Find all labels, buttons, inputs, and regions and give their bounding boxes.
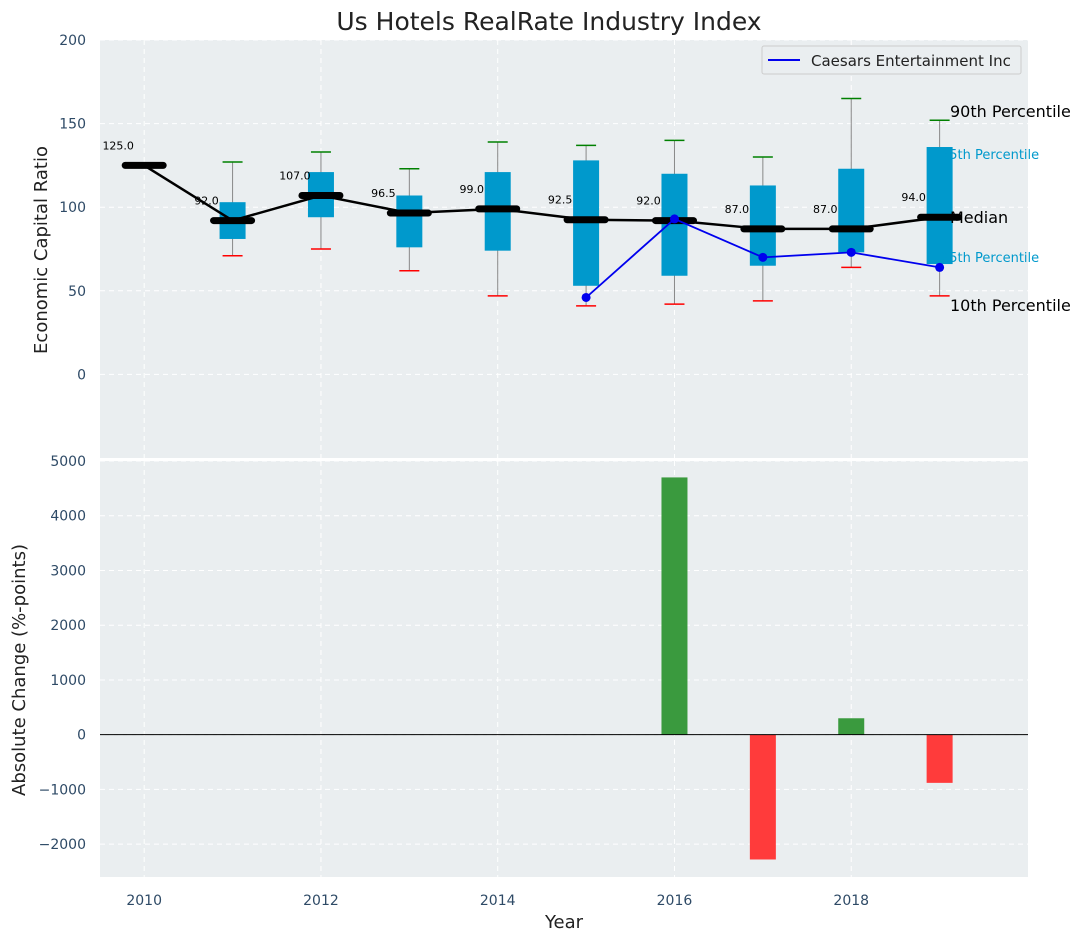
median-value-label: 96.5 bbox=[371, 187, 396, 200]
caesars-point bbox=[846, 247, 856, 257]
bottom-y-axis-label: Absolute Change (%-points) bbox=[9, 544, 30, 796]
x-axis-label: Year bbox=[544, 912, 584, 933]
median-value-label: 94.0 bbox=[901, 191, 926, 204]
bottom-y-tick-label: 4000 bbox=[50, 509, 86, 525]
bottom-y-tick-label: 2000 bbox=[50, 618, 86, 634]
percentile-labels: 90th Percentile 75th Percentile Median 2… bbox=[941, 102, 1071, 315]
p25-label: 25th Percentile bbox=[941, 251, 1039, 266]
caesars-point bbox=[581, 292, 591, 302]
p90-label: 90th Percentile bbox=[950, 102, 1071, 121]
top-y-tick-labels: 0 50 100 150 200 bbox=[59, 33, 86, 383]
x-tick-label: 2014 bbox=[480, 893, 516, 909]
bottom-y-tick-label: 1000 bbox=[50, 673, 86, 689]
top-y-axis-label: Economic Capital Ratio bbox=[31, 146, 52, 354]
legend-label-caesars: Caesars Entertainment Inc bbox=[811, 52, 1011, 70]
bottom-y-tick-label: −2000 bbox=[39, 837, 86, 853]
bottom-y-tick-label: 3000 bbox=[50, 563, 86, 579]
p75-label: 75th Percentile bbox=[941, 148, 1039, 163]
bar-positive bbox=[661, 477, 688, 735]
median-value-label: 87.0 bbox=[813, 203, 838, 216]
median-value-label: 99.0 bbox=[459, 183, 484, 196]
median-marks bbox=[121, 161, 963, 233]
box-iqr bbox=[926, 147, 953, 265]
caesars-point bbox=[669, 214, 679, 224]
top-y-tick-label: 50 bbox=[68, 284, 86, 300]
top-y-tick-label: 150 bbox=[59, 117, 86, 133]
top-y-tick-label: 200 bbox=[59, 33, 86, 49]
bottom-y-tick-label: 5000 bbox=[50, 454, 86, 470]
legend: Caesars Entertainment Inc bbox=[761, 45, 1022, 75]
company-series bbox=[581, 214, 945, 302]
median-value-label: 125.0 bbox=[102, 139, 134, 152]
top-y-tick-label: 0 bbox=[77, 367, 86, 383]
x-tick-label: 2010 bbox=[126, 893, 162, 909]
bottom-panel-background bbox=[100, 461, 1028, 877]
legend-box bbox=[761, 45, 1022, 75]
p10-label: 10th Percentile bbox=[950, 296, 1071, 315]
bottom-y-tick-label: 0 bbox=[77, 728, 86, 744]
median-value-label: 92.0 bbox=[194, 195, 219, 208]
bottom-y-tick-labels: −2000 −1000 0 1000 2000 3000 4000 5000 bbox=[39, 454, 86, 853]
x-tick-label: 2016 bbox=[657, 893, 693, 909]
bottom-y-tick-label: −1000 bbox=[39, 782, 86, 798]
x-tick-label: 2012 bbox=[303, 893, 339, 909]
bottom-panel: −2000 −1000 0 1000 2000 3000 4000 5000 Absolute… bbox=[9, 454, 1028, 933]
caesars-point bbox=[758, 252, 768, 262]
x-tick-label: 2018 bbox=[833, 893, 869, 909]
top-y-tick-label: 100 bbox=[59, 200, 86, 216]
median-value-label: 107.0 bbox=[279, 169, 311, 182]
box-iqr bbox=[396, 195, 423, 248]
bar-negative bbox=[926, 734, 953, 783]
box-iqr bbox=[838, 168, 865, 253]
chart-title: Us Hotels RealRate Industry Index bbox=[336, 7, 761, 36]
change-bars bbox=[661, 477, 953, 860]
median-line bbox=[143, 164, 940, 231]
top-panel-background bbox=[100, 40, 1028, 458]
x-tick-labels: 2010 2012 2014 2016 2018 bbox=[126, 893, 869, 909]
median-value-label: 92.5 bbox=[548, 194, 573, 207]
median-value-label: 92.0 bbox=[636, 195, 661, 208]
median-labels: 125.0 92.0 107.0 96.5 99.0 92.5 92.0 87.0 87.0 94… bbox=[102, 139, 925, 216]
box-iqr bbox=[661, 173, 688, 276]
median-value-label: 87.0 bbox=[725, 203, 750, 216]
bar-negative bbox=[749, 734, 776, 860]
median-percentile-label: Median bbox=[950, 208, 1008, 227]
top-panel: 0 50 100 150 200 Economic Capital Ratio 125.… bbox=[31, 33, 1071, 458]
median-trend-line bbox=[143, 164, 940, 231]
caesars-point bbox=[935, 262, 945, 272]
bar-positive bbox=[838, 718, 865, 735]
